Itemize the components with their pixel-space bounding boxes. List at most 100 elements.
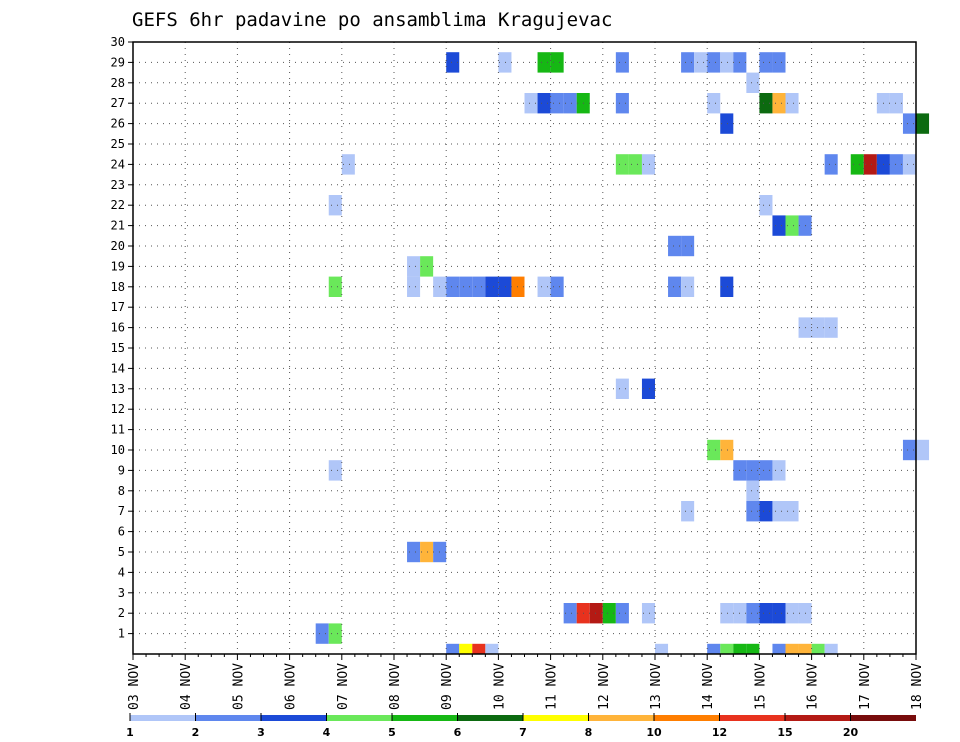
ensemble-cell (824, 317, 838, 338)
mean-strip-cell (472, 643, 486, 654)
ensemble-cell (707, 52, 721, 73)
x-tick-label: 06 NOV (284, 663, 299, 710)
grid-layer (133, 42, 916, 654)
y-tick-label: 6 (118, 525, 125, 539)
mean-strip-cell (798, 643, 812, 654)
x-tick-label: 03 NOV (127, 663, 142, 710)
ensemble-cell (694, 52, 708, 73)
x-tick-label: 15 NOV (753, 663, 768, 710)
ensemble-cell (668, 235, 682, 257)
mean-strip-cell (720, 643, 734, 654)
ensemble-cell (420, 256, 434, 277)
ensemble-cell (850, 154, 864, 175)
y-tick-label: 15 (111, 341, 125, 355)
ensemble-cell (641, 154, 655, 175)
x-tick-label: 18 NOV (910, 663, 925, 710)
y-tick-label: 8 (118, 484, 125, 498)
x-tick-label: 05 NOV (231, 663, 246, 710)
legend-swatch (130, 715, 196, 721)
ensemble-cell (328, 460, 342, 481)
ensemble-cell (328, 276, 342, 297)
x-tick-label: 14 NOV (701, 663, 716, 710)
y-tick-label: 5 (118, 545, 125, 559)
y-tick-label: 20 (111, 239, 125, 253)
ensemble-cell (615, 93, 629, 114)
y-tick-label: 30 (111, 35, 125, 49)
ensemble-cell (707, 439, 721, 461)
ensemble-cell (759, 460, 773, 481)
legend-label: 20 (843, 726, 859, 739)
ensemble-cell (720, 439, 734, 461)
ensemble-cell (498, 52, 512, 73)
ensemble-cell (550, 276, 564, 297)
ensemble-cell (863, 154, 877, 175)
y-tick-label: 10 (111, 443, 125, 457)
mean-strip-cell (811, 643, 825, 654)
ensemble-cell (550, 52, 564, 73)
legend-label: 5 (388, 726, 396, 739)
y-tick-label: 28 (111, 76, 125, 90)
legend-label: 6 (454, 726, 462, 739)
chart-title: GEFS 6hr padavine po ansamblima Kragujev… (132, 9, 612, 31)
ensemble-cell (328, 623, 342, 644)
y-tick-label: 22 (111, 198, 125, 212)
ensemble-cell (537, 52, 551, 73)
legend-swatch (785, 715, 851, 721)
ensemble-cell (889, 154, 903, 175)
ensemble-cell (615, 52, 629, 73)
ensemble-cell (746, 72, 760, 93)
ensemble-cell (681, 501, 695, 522)
y-tick-label: 14 (111, 361, 125, 375)
mean-strip-cell (446, 643, 460, 654)
ensemble-cell (746, 603, 760, 624)
ensemble-cell (641, 378, 655, 399)
ensemble-cell (759, 195, 773, 216)
ensemble-cell (707, 93, 721, 114)
ensemble-cell (524, 93, 538, 114)
x-tick-label: 13 NOV (649, 663, 664, 710)
ensemble-cell (902, 439, 916, 461)
x-tick-label: 12 NOV (597, 663, 612, 710)
legend-swatch (457, 715, 523, 721)
x-axis: 03 NOV 04 NOV 05 NOV 06 NOV 07 NOV 08 NOV 09 N… (127, 654, 925, 710)
y-tick-label: 4 (118, 565, 125, 579)
mean-strip-cell (485, 643, 499, 654)
x-tick-label: 09 NOV (440, 663, 455, 710)
ensemble-cell (785, 603, 799, 624)
ensemble-cell (746, 460, 760, 481)
ensemble-cell (615, 378, 629, 399)
y-tick-label: 24 (111, 157, 125, 171)
x-tick-label: 07 NOV (336, 663, 351, 710)
ensemble-cell (446, 52, 460, 73)
ensemble-cell (498, 276, 512, 297)
ensemble-cell (759, 501, 773, 522)
ensemble-cell (902, 113, 916, 134)
legend-label: 3 (257, 726, 265, 739)
legend-label: 1 (126, 726, 134, 739)
y-tick-label: 16 (111, 321, 125, 335)
x-tick-label: 11 NOV (545, 663, 560, 710)
ensemble-cell (772, 93, 786, 114)
legend-swatch (392, 715, 458, 721)
ensemble-cell (315, 623, 329, 644)
y-tick-label: 11 (111, 423, 125, 437)
legend-swatch (326, 715, 392, 721)
y-tick-label: 9 (118, 463, 125, 477)
y-tick-label: 21 (111, 219, 125, 233)
y-tick-label: 13 (111, 382, 125, 396)
cell-layer (315, 52, 930, 654)
ensemble-cell (589, 603, 603, 624)
ensemble-cell (720, 52, 734, 73)
y-tick-label: 23 (111, 178, 125, 192)
legend-label: 15 (777, 726, 792, 739)
ensemble-cell (824, 154, 838, 175)
ensemble-cell (902, 154, 916, 175)
y-tick-label: 18 (111, 280, 125, 294)
ensemble-cell (759, 603, 773, 624)
ensemble-cell (341, 154, 355, 175)
ensemble-cell (485, 276, 499, 297)
ensemble-cell (615, 154, 629, 175)
x-tick-label: 10 NOV (492, 663, 507, 710)
x-tick-label: 04 NOV (179, 663, 194, 710)
x-tick-label: 16 NOV (806, 663, 821, 710)
